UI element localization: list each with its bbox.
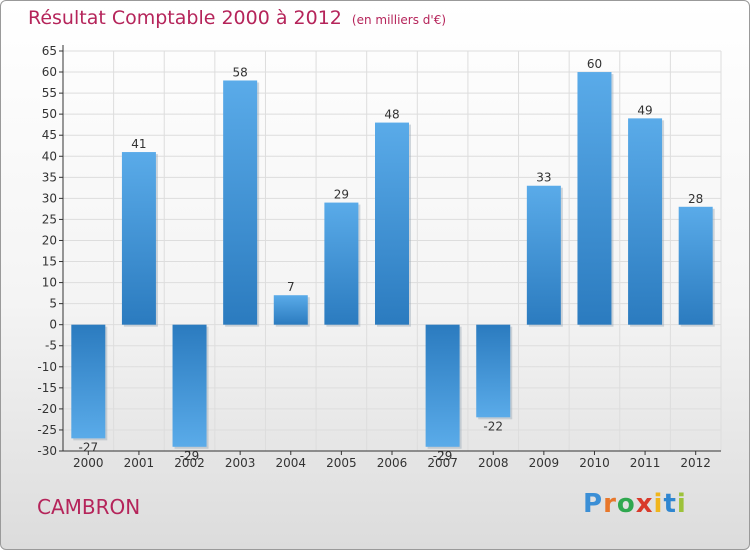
bars <box>71 72 715 449</box>
y-tick-label: 5 <box>49 297 57 311</box>
data-label: -27 <box>79 440 99 454</box>
x-tick-label: 2008 <box>478 456 509 470</box>
y-tick-label: 10 <box>42 276 57 290</box>
x-tick-label: 2005 <box>326 456 357 470</box>
x-tick-label: 2000 <box>73 456 104 470</box>
x-tick-label: 2004 <box>275 456 306 470</box>
bar <box>476 324 511 418</box>
data-label: -29 <box>433 449 453 463</box>
bar <box>678 206 713 325</box>
y-tick-label: 55 <box>42 86 57 100</box>
title-text: Résultat Comptable 2000 à 2012 <box>28 7 342 29</box>
bar <box>71 324 106 439</box>
logo-letter: i <box>676 489 687 519</box>
logo-letter: r <box>603 489 617 519</box>
data-label: 41 <box>131 137 146 151</box>
y-tick-label: 30 <box>42 191 57 205</box>
bar <box>273 295 308 325</box>
y-tick-label: 15 <box>42 255 57 269</box>
city-name: CAMBRON <box>37 495 141 519</box>
y-tick-label: 45 <box>42 128 57 142</box>
data-label: 48 <box>384 108 399 122</box>
bar <box>628 118 663 325</box>
data-label: 49 <box>637 103 652 117</box>
data-label: 33 <box>536 171 551 185</box>
logo-letter: t <box>663 489 677 519</box>
y-tick-label: 25 <box>42 212 57 226</box>
bar <box>172 324 207 447</box>
x-tick-label: 2003 <box>225 456 256 470</box>
y-tick-label: -5 <box>45 339 57 353</box>
x-tick-label: 2006 <box>377 456 408 470</box>
data-label: -22 <box>483 419 503 433</box>
logo-letter: i <box>653 489 664 519</box>
proxiti-logo: Proxiti <box>583 489 687 519</box>
logo-letter: o <box>616 489 636 519</box>
chart-title: Résultat Comptable 2000 à 2012 (en millie… <box>28 7 446 29</box>
data-labels: -27 41 -29 58 7 29 48 -29 -22 33 60 49 28 <box>79 57 704 463</box>
data-label: 58 <box>233 65 248 79</box>
y-tick-label: -30 <box>37 444 57 458</box>
data-label: 60 <box>587 57 602 71</box>
y-tick-label: -25 <box>37 423 57 437</box>
bar <box>223 80 258 325</box>
y-tick-label: 50 <box>42 107 57 121</box>
y-tick-label: -10 <box>37 360 57 374</box>
x-tick-label: 2001 <box>124 456 155 470</box>
bar <box>375 122 409 325</box>
bar <box>121 152 156 325</box>
y-tick-label: 65 <box>42 44 57 58</box>
logo-letter: x <box>635 489 654 519</box>
y-tick-label: 0 <box>49 318 57 332</box>
data-label: 29 <box>334 188 349 202</box>
axes: -30 -25 -20 -15 -10 -5 0 5 10 15 20 25 30 35 40 45 50 55 6… <box>37 44 721 470</box>
y-tick-label: 20 <box>42 233 57 247</box>
bar <box>324 202 359 325</box>
data-label: -29 <box>180 449 200 463</box>
x-tick-label: 2009 <box>529 456 560 470</box>
logo-letter: P <box>583 489 604 519</box>
y-tick-label: 35 <box>42 170 57 184</box>
x-tick-label: 2011 <box>630 456 661 470</box>
data-label: 28 <box>688 192 703 206</box>
x-tick-label: 2010 <box>579 456 610 470</box>
y-tick-label: -15 <box>37 381 57 395</box>
bar <box>577 72 612 325</box>
bar <box>425 324 460 447</box>
x-tick-label: 2002 <box>174 456 205 470</box>
data-label: 7 <box>287 280 295 294</box>
title-unit: (en milliers d'€) <box>351 13 447 27</box>
x-tick-label: 2007 <box>427 456 458 470</box>
x-tick-label: 2012 <box>680 456 711 470</box>
y-tick-label: -20 <box>37 402 57 416</box>
bar <box>526 185 561 325</box>
y-tick-label: 40 <box>42 149 57 163</box>
y-tick-label: 60 <box>42 65 57 79</box>
